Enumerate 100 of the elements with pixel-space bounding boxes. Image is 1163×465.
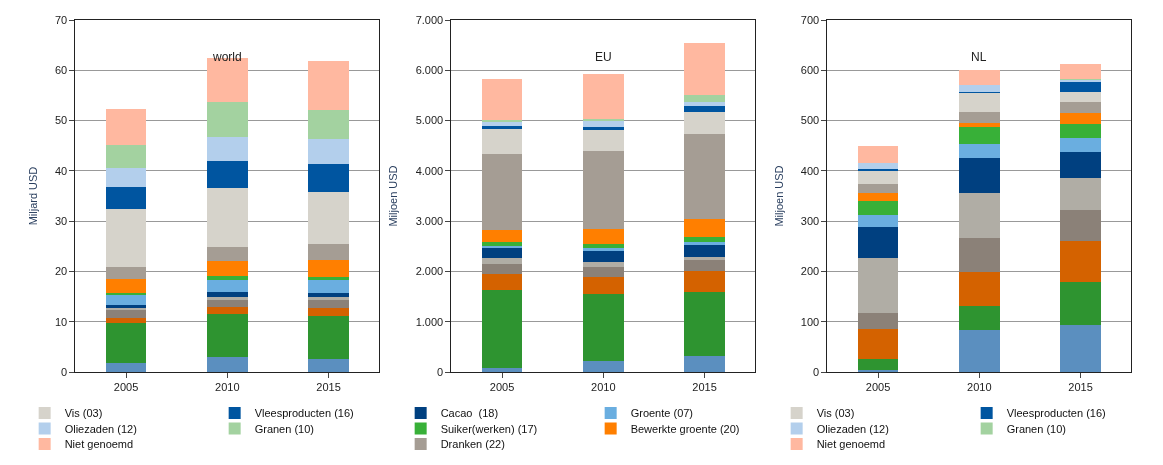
bar [207,296,248,300]
bar [857,145,899,163]
bar [207,102,248,138]
bar [1060,138,1101,153]
bar [959,70,1000,86]
bar [959,192,1000,239]
bar [481,248,523,258]
x-tick-label: 2015 [692,381,717,394]
legend-label: Vis (03) [816,407,855,420]
bar [308,164,349,193]
legend-label: Bewerkte groente (20) [630,422,740,435]
bar [105,317,147,323]
bar [308,139,349,165]
bar [105,168,147,187]
y-tick-label: 3.000 [415,214,444,227]
y-tick-label: 50 [54,114,68,127]
bar [308,299,349,309]
legend-label: Vis (03) [64,407,103,420]
bar [959,143,1000,158]
bar [481,273,523,290]
bar [684,94,725,102]
bar [105,308,147,311]
bar [481,289,523,369]
y-axis-title: Miljard USD [26,166,39,226]
bar [308,308,349,316]
x-tick-label: 2015 [316,381,341,394]
bar [1060,152,1101,179]
y-tick-label: 40 [54,164,68,177]
bar [481,263,523,274]
y-tick-label: 100 [800,315,820,328]
bar [684,101,725,107]
bar [308,279,349,293]
y-tick-label: 10 [54,315,68,328]
x-tick-label: 2005 [489,381,515,394]
legend-label: Vleesproducten (16) [254,407,354,420]
bar [857,313,899,329]
bar [481,79,523,120]
bar [481,257,523,264]
bar [207,280,248,293]
y-tick-label: 30 [54,214,68,227]
bar [684,112,725,135]
bar [959,85,1000,93]
bar [207,247,248,262]
bar [684,291,725,357]
bar [583,228,624,244]
y-tick-label: 500 [800,114,820,127]
bar [105,362,147,372]
bar [583,74,624,119]
text: EU [595,50,612,64]
bar [684,260,725,271]
bar [857,215,899,228]
bar [1060,91,1101,103]
bar [583,251,624,262]
y-tick-label: 0 [437,365,444,378]
bar [583,266,624,277]
bar [308,260,349,277]
bar [207,161,248,188]
bar [1060,281,1101,326]
bar [959,127,1000,144]
bar [684,241,725,245]
legend-label: Vleesproducten (16) [1006,407,1106,420]
x-tick-label: 2015 [1068,381,1093,394]
bar [857,170,899,185]
text: world [212,50,242,64]
bar [583,130,624,151]
y-tick-label: 7.000 [415,13,444,26]
bar [308,192,349,244]
bar [959,272,1000,306]
x-tick-label: 2010 [215,381,240,394]
bar [207,187,248,248]
x-tick-label: 2010 [967,381,992,394]
legend-label: Dranken (22) [440,438,505,451]
bar [959,305,1000,330]
bar [959,123,1000,128]
bar [857,227,899,258]
bar [1060,241,1101,282]
bar [105,292,147,295]
bar [857,201,899,216]
bar [308,60,349,110]
bar [308,297,349,300]
bar [105,108,147,145]
bar [1060,178,1101,210]
bar [684,42,725,95]
bar [207,314,248,357]
bar [1060,102,1101,114]
legend-label: Groente (07) [630,407,694,420]
bar [308,292,349,298]
y-tick-label: 0 [813,365,820,378]
legend-label: Oliezaden (12) [64,422,137,435]
legend-label: Cacao (18) [440,407,499,420]
x-tick-label: 2010 [591,381,616,394]
y-tick-label: 700 [800,13,820,26]
y-tick-label: 600 [800,64,820,77]
bar [857,359,899,371]
y-tick-label: 0 [61,365,68,378]
bar [583,276,624,295]
bar [857,192,899,202]
bar [1060,124,1101,139]
y-axis-title: Miljoen USD [387,165,400,227]
bar [583,361,624,372]
